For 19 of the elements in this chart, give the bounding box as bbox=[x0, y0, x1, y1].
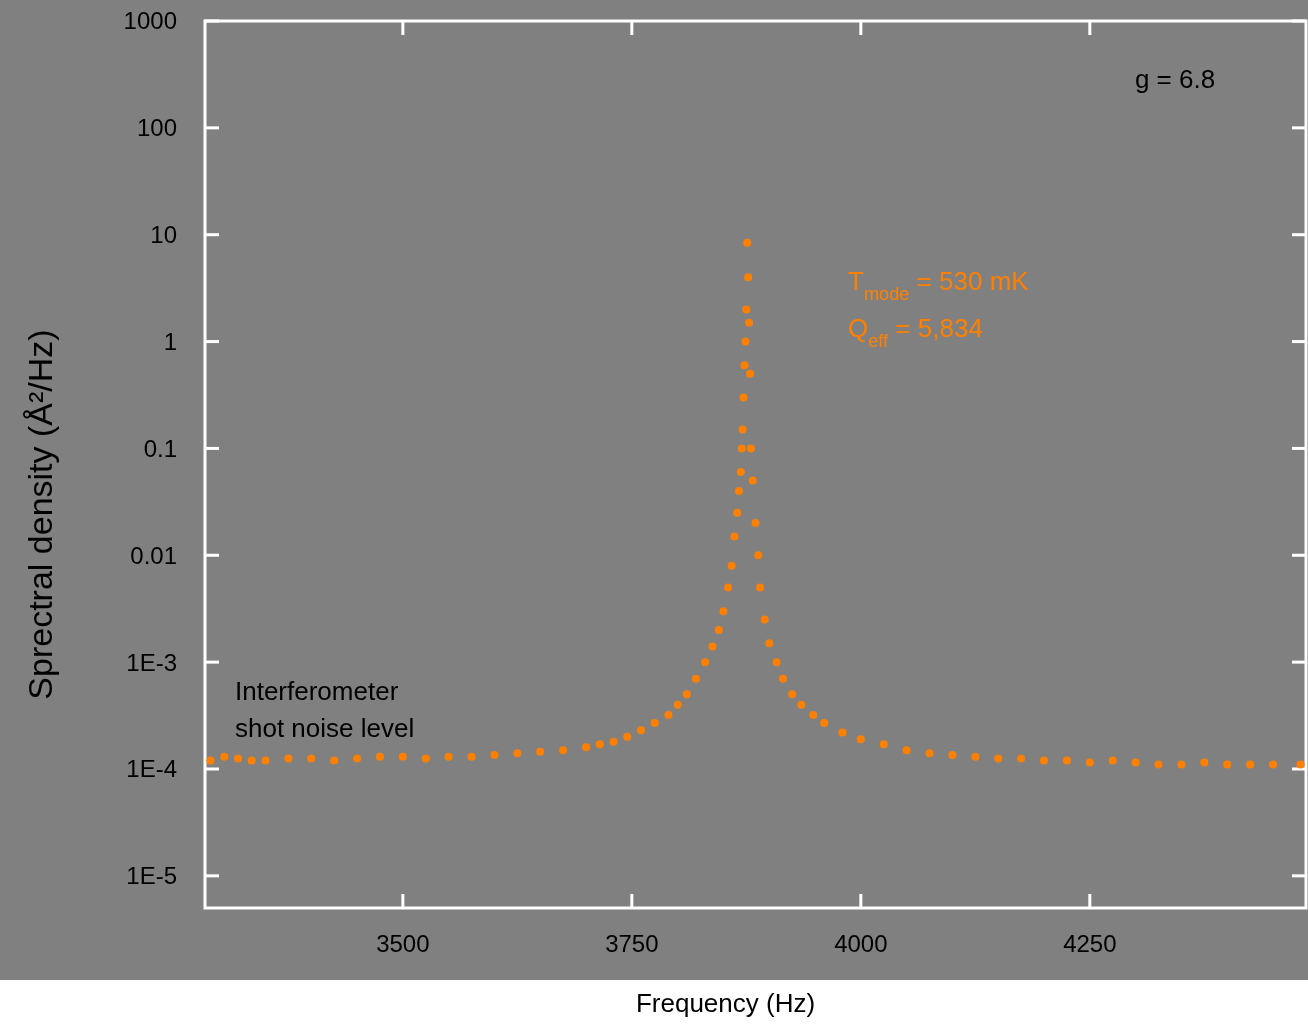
y-tick-label: 10 bbox=[150, 221, 177, 249]
annotation: Q$_{eff}$ = 5,834 bbox=[848, 313, 983, 351]
annotation: g = 6.8 bbox=[1134, 64, 1216, 94]
y-tick-label: 1E-5 bbox=[126, 862, 177, 890]
y-tick-label: 1E-4 bbox=[126, 755, 177, 783]
y-tick-label: 0.01 bbox=[130, 541, 177, 569]
y-tick-label: 100 bbox=[136, 114, 177, 142]
x-tick-label: 3750 bbox=[605, 930, 659, 957]
y-tick-label: 0.1 bbox=[143, 434, 177, 462]
y-tick-label: 1E-3 bbox=[126, 648, 177, 676]
x-axis-title: Frequency (Hz) bbox=[635, 988, 816, 1018]
y-tick-label: 1 bbox=[163, 327, 177, 355]
annotation: Interferometer shot noise level bbox=[235, 676, 415, 743]
x-tick-label: 4000 bbox=[834, 930, 888, 957]
y-axis-title: Sprectral density (Å²/Hz) bbox=[21, 329, 59, 700]
y-tick-label: 1000 bbox=[123, 7, 177, 35]
x-tick-label: 4250 bbox=[1063, 930, 1117, 957]
x-tick-label: 3500 bbox=[376, 930, 430, 957]
annotation: T$_{mode}$ = 530 mK bbox=[848, 266, 1030, 304]
